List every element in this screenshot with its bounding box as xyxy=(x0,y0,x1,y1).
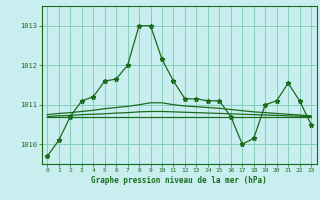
X-axis label: Graphe pression niveau de la mer (hPa): Graphe pression niveau de la mer (hPa) xyxy=(91,176,267,185)
